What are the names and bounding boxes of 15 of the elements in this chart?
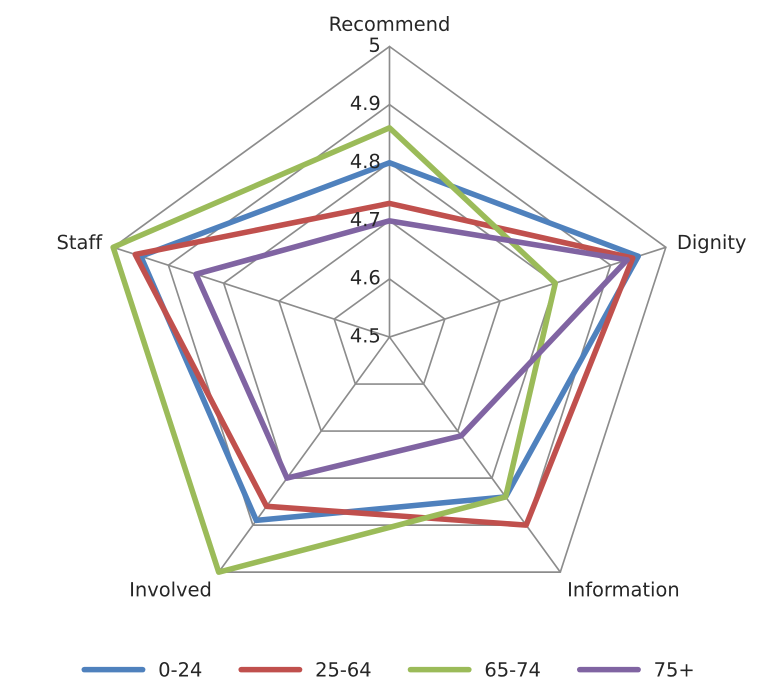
- y-tick-label: 4.9: [350, 96, 380, 110]
- legend-label: 25-64: [316, 662, 371, 677]
- legend-label: 65-74: [486, 662, 540, 677]
- legend-label: 75+: [655, 662, 693, 677]
- spoke-label: Involved: [131, 582, 210, 597]
- legend-label: 0-24: [159, 662, 202, 677]
- y-tick-label: 4.6: [350, 270, 380, 285]
- spoke-label: Staff: [58, 234, 102, 250]
- spoke-label: Information: [569, 582, 678, 597]
- y-tick-label: 5: [370, 38, 380, 52]
- spoke-label: Dignity: [678, 234, 746, 254]
- y-tick-label: 4.5: [350, 328, 380, 343]
- spoke-label: Recommend: [330, 16, 449, 32]
- y-tick-label: 4.8: [350, 154, 380, 168]
- y-tick-label: 4.7: [350, 212, 380, 226]
